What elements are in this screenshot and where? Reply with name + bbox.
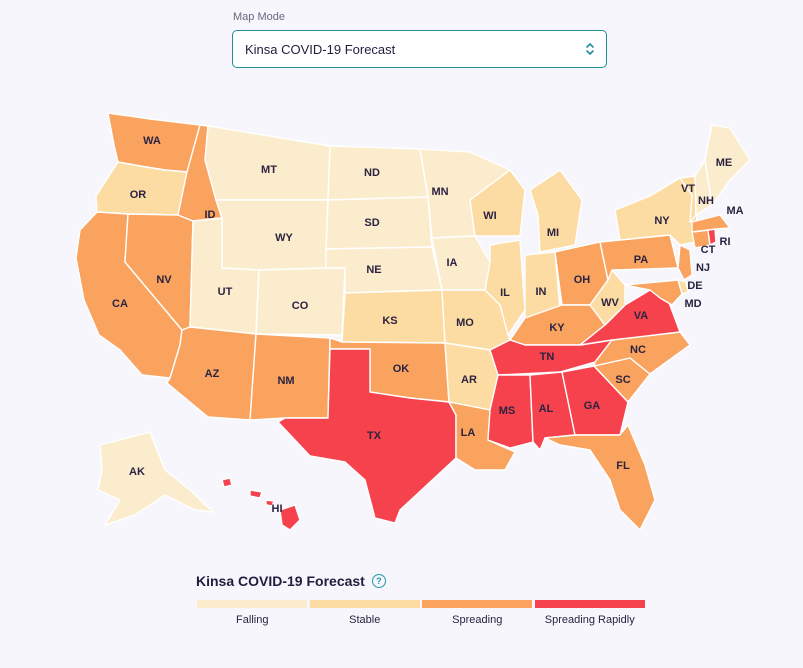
state-label-ri: RI xyxy=(720,236,731,248)
legend-label: Falling xyxy=(236,614,269,626)
state-label-mi: MI xyxy=(547,227,559,239)
state-ak[interactable] xyxy=(97,431,214,526)
legend-item-falling: Falling xyxy=(196,600,309,626)
state-ia[interactable] xyxy=(431,235,491,291)
state-label-ms: MS xyxy=(499,405,516,417)
state-label-oh: OH xyxy=(574,274,591,286)
legend-label: Spreading xyxy=(452,614,503,626)
state-md[interactable] xyxy=(624,279,683,306)
state-label-sd: SD xyxy=(364,217,379,229)
state-label-id: ID xyxy=(205,209,216,221)
map-mode-label: Map Mode xyxy=(233,11,285,23)
state-label-va: VA xyxy=(634,310,649,322)
us-state-map: WA OR CA NV ID MT WY UT CO AZ NM ND SD NE KS OK TX MN IA MO… xyxy=(75,112,751,531)
state-label-la: LA xyxy=(461,427,476,439)
state-label-tx: TX xyxy=(367,430,382,442)
state-label-nd: ND xyxy=(364,167,380,179)
state-nc[interactable] xyxy=(593,331,691,375)
state-label-pa: PA xyxy=(634,254,649,266)
state-fl[interactable] xyxy=(544,424,656,531)
legend-swatch xyxy=(534,600,645,608)
state-label-ar: AR xyxy=(461,374,477,386)
state-wy[interactable] xyxy=(215,199,329,271)
state-label-tn: TN xyxy=(540,351,555,363)
map-mode-selected-value: Kinsa COVID-19 Forecast xyxy=(245,41,396,57)
map-mode-select[interactable]: Kinsa COVID-19 Forecast xyxy=(232,30,607,68)
state-label-nv: NV xyxy=(156,274,172,286)
legend-title: Kinsa COVID-19 Forecast ? xyxy=(196,573,386,589)
state-label-de: DE xyxy=(687,280,702,292)
state-label-wi: WI xyxy=(483,210,496,222)
state-label-nc: NC xyxy=(630,344,646,356)
legend-item-spreading-rapidly: Spreading Rapidly xyxy=(534,600,647,626)
state-mi[interactable] xyxy=(529,169,583,253)
state-label-il: IL xyxy=(500,287,510,299)
state-label-az: AZ xyxy=(205,368,220,380)
legend-title-text: Kinsa COVID-19 Forecast xyxy=(196,573,365,589)
state-il[interactable] xyxy=(484,239,526,336)
state-label-ne: NE xyxy=(366,264,381,276)
state-me[interactable] xyxy=(704,124,751,206)
legend-label: Spreading Rapidly xyxy=(544,614,635,626)
legend-item-stable: Stable xyxy=(309,600,422,626)
state-label-mn: MN xyxy=(431,186,448,198)
state-hi[interactable] xyxy=(221,477,301,531)
state-nj[interactable] xyxy=(677,244,693,281)
state-co[interactable] xyxy=(255,267,346,336)
state-label-ia: IA xyxy=(447,257,458,269)
state-label-wv: WV xyxy=(601,297,619,309)
state-label-ct: CT xyxy=(701,244,716,256)
state-tx[interactable] xyxy=(277,348,457,524)
state-label-ga: GA xyxy=(584,400,601,412)
state-label-ny: NY xyxy=(654,215,670,227)
state-label-sc: SC xyxy=(615,374,630,386)
state-label-ca: CA xyxy=(112,298,128,310)
state-label-mo: MO xyxy=(456,317,474,329)
state-vt[interactable] xyxy=(679,175,697,223)
state-label-me: ME xyxy=(716,157,733,169)
state-ri[interactable] xyxy=(707,228,717,246)
state-label-hi: HI xyxy=(272,503,283,515)
legend-label: Stable xyxy=(349,614,381,626)
state-ma[interactable] xyxy=(691,214,731,233)
question-circle-icon[interactable]: ? xyxy=(371,574,386,588)
state-label-vt: VT xyxy=(681,183,695,195)
state-ga[interactable] xyxy=(561,365,629,436)
state-wi[interactable] xyxy=(469,169,526,237)
state-label-ky: KY xyxy=(549,322,565,334)
legend-swatch xyxy=(197,600,308,608)
state-label-ok: OK xyxy=(393,363,410,375)
state-label-al: AL xyxy=(539,403,554,415)
state-label-fl: FL xyxy=(616,460,630,472)
state-label-nj: NJ xyxy=(696,262,710,274)
state-label-or: OR xyxy=(130,189,147,201)
state-label-in: IN xyxy=(536,286,547,298)
state-label-mt: MT xyxy=(261,164,277,176)
state-label-nh: NH xyxy=(698,195,714,207)
state-label-ut: UT xyxy=(218,286,233,298)
state-label-wa: WA xyxy=(143,135,161,147)
legend-item-spreading: Spreading xyxy=(421,600,534,626)
legend-swatch xyxy=(309,600,420,608)
state-label-ak: AK xyxy=(129,466,145,478)
state-label-ma: MA xyxy=(726,205,743,217)
chevron-up-down-icon xyxy=(586,43,594,55)
state-label-co: CO xyxy=(292,300,309,312)
state-label-md: MD xyxy=(684,298,701,310)
state-label-ks: KS xyxy=(382,315,397,327)
legend-swatch xyxy=(422,600,533,608)
legend: Falling Stable Spreading Spreading Rapidly xyxy=(196,600,646,626)
state-label-nm: NM xyxy=(277,375,294,387)
state-label-wy: WY xyxy=(275,232,293,244)
